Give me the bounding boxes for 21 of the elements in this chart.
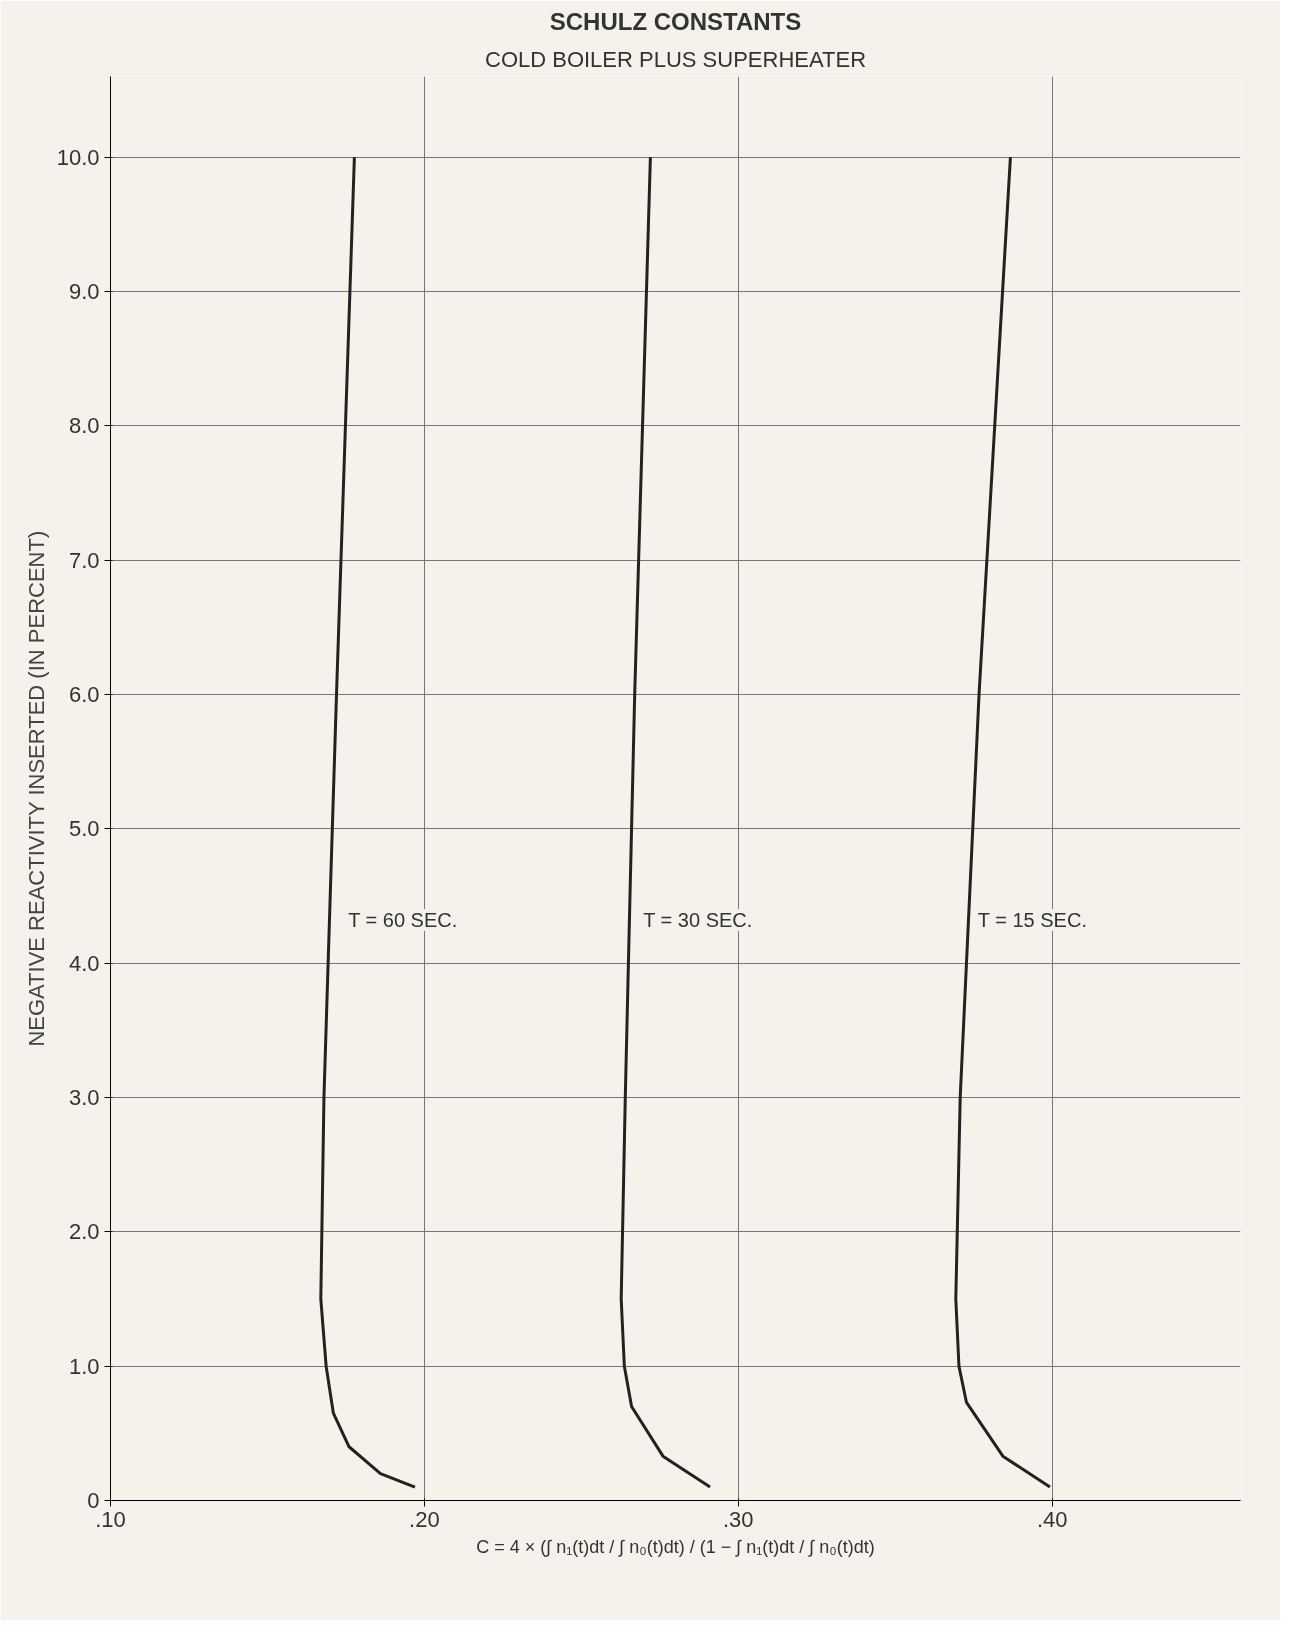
y-tick-label: 2.0 xyxy=(68,1219,100,1245)
series-label: T = 30 SEC. xyxy=(643,908,753,931)
y-tick-label: 10.0 xyxy=(56,144,100,170)
y-tick-label: 3.0 xyxy=(68,1084,100,1110)
x-tick-label: .40 xyxy=(1036,1506,1068,1532)
x-tick-label: .20 xyxy=(409,1506,440,1532)
y-tick-label: 5.0 xyxy=(68,816,100,842)
chart-title: SCHULZ CONSTANTS xyxy=(549,7,802,35)
y-tick-label: 9.0 xyxy=(68,278,100,304)
chart-subtitle: COLD BOILER PLUS SUPERHEATER xyxy=(484,46,867,72)
y-tick-label: 8.0 xyxy=(68,413,100,439)
text: C = 4 × (∫ n₁(t)dt / ∫ n₀(t)dt) / (1 − ∫ n₁(t)dt / ∫ n₀(t)dt) xyxy=(476,1536,875,1557)
y-axis-title: NEGATIVE REACTIVITY INSERTED (IN PERCENT) xyxy=(23,530,49,1047)
y-tick-label: 1.0 xyxy=(68,1353,100,1379)
y-tick-label: 6.0 xyxy=(68,681,100,707)
y-tick-label: 4.0 xyxy=(68,950,100,976)
x-tick-label: .30 xyxy=(722,1506,754,1532)
series-label: T = 60 SEC. xyxy=(348,908,458,931)
series-label: T = 15 SEC. xyxy=(977,908,1087,931)
y-tick-label: 0 xyxy=(87,1488,100,1513)
y-tick-label: 7.0 xyxy=(68,547,100,573)
